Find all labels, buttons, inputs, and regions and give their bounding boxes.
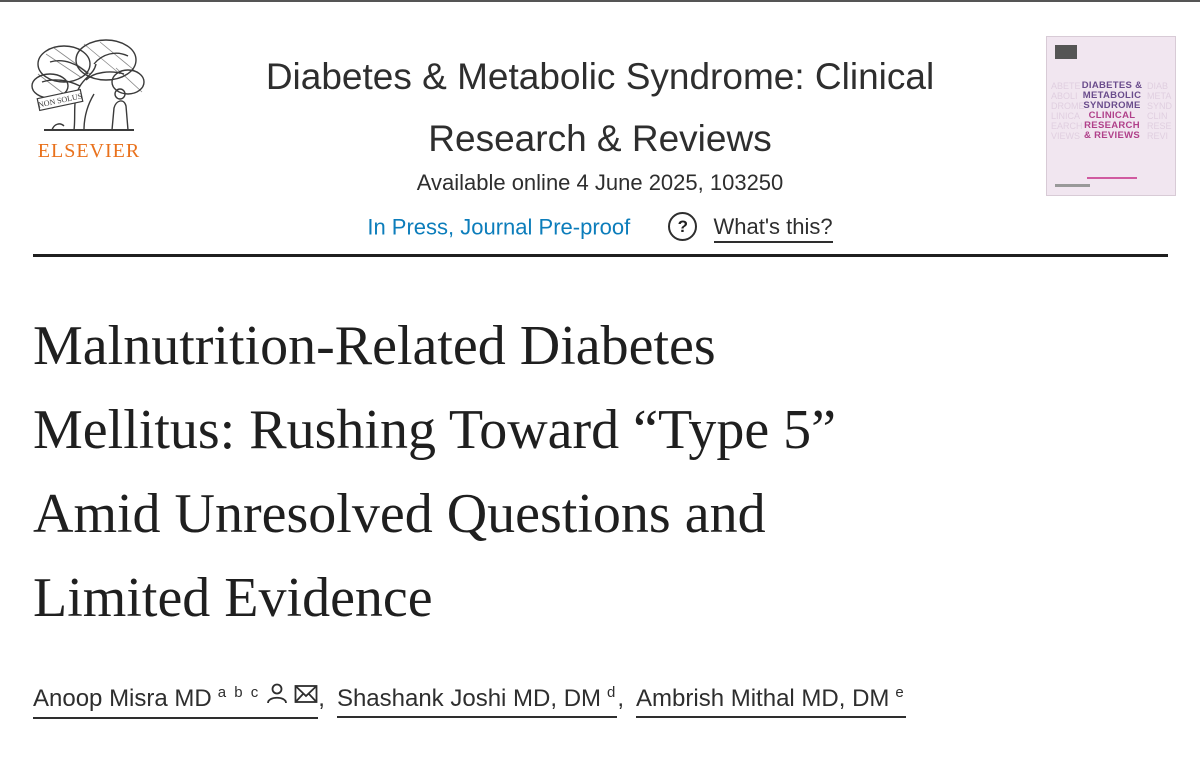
author-affiliation: d: [607, 684, 618, 701]
author-affiliation: a b c: [217, 684, 261, 701]
cover-accent-bar: [1087, 177, 1137, 179]
title-line: Limited Evidence: [33, 567, 433, 629]
title-line: Amid Unresolved Questions and: [33, 483, 766, 545]
author-link[interactable]: Shashank Joshi MD, DM d: [336, 684, 618, 718]
article-title: Malnutrition-Related Diabetes Mellitus: …: [33, 304, 1163, 640]
title-line: Malnutrition-Related Diabetes: [33, 315, 716, 377]
separator: ,: [318, 685, 325, 712]
whats-this-link[interactable]: What's this?: [713, 214, 833, 244]
question-icon[interactable]: ?: [668, 212, 698, 241]
author-link[interactable]: Anoop Misra MD a b c: [33, 682, 319, 720]
separator: ,: [617, 685, 625, 712]
title-line: Mellitus: Rushing Toward “Type 5”: [33, 399, 837, 461]
top-border: [0, 0, 1200, 2]
journal-cover-thumbnail[interactable]: ABETE ABOLI DROME LINICA EARCH VIEWS DIAB META…: [1046, 36, 1176, 196]
tree-icon: NON SOLUS: [31, 39, 145, 131]
cover-pattern: DIAB META SYND CLIN RESE REVI: [1146, 81, 1172, 141]
author-name: Ambrish Mithal MD, DM: [636, 685, 890, 712]
publication-status: In Press, Journal Pre-proof ? What's thi…: [175, 212, 1025, 244]
header-divider: [33, 254, 1168, 257]
elsevier-logo[interactable]: NON SOLUS ELSEVIER: [24, 34, 154, 169]
journal-title-line: Research & Reviews: [428, 118, 772, 159]
envelope-icon: [294, 683, 318, 711]
elsevier-wordmark: ELSEVIER: [37, 140, 141, 162]
journal-title-line: Diabetes & Metabolic Syndrome: Clinical: [265, 56, 935, 97]
cover-pattern: ABETE ABOLI DROME LINICA EARCH VIEWS: [1051, 81, 1085, 141]
author-list: Anoop Misra MD a b c , Shashank Joshi MD,…: [33, 682, 906, 720]
cover-footer: [1055, 184, 1090, 187]
author-name: Shashank Joshi MD, DM: [336, 685, 602, 712]
in-press-status: In Press, Journal Pre-proof: [367, 214, 631, 240]
availability-info: Available online 4 June 2025, 103250: [416, 170, 784, 195]
journal-title[interactable]: Diabetes & Metabolic Syndrome: Clinical …: [175, 46, 1025, 170]
author-link[interactable]: Ambrish Mithal MD, DM e: [636, 684, 906, 718]
author-affiliation: e: [895, 684, 906, 701]
person-icon: [266, 682, 288, 711]
cover-title: DIABETES & METABOLIC SYNDROME CLINICAL R…: [1081, 80, 1143, 141]
cover-publisher-mark: [1055, 45, 1077, 59]
author-name: Anoop Misra MD: [33, 685, 212, 712]
